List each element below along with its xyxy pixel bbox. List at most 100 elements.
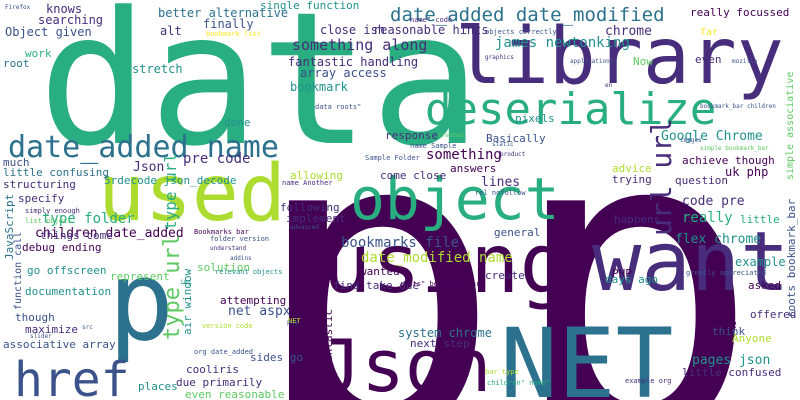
cloud-word: root [3, 57, 30, 70]
cloud-word: img [180, 279, 191, 286]
cloud-word: graphics [485, 54, 514, 61]
cloud-word: pixels [515, 112, 555, 125]
cloud-word: system chrome [398, 326, 492, 340]
cloud-word: roots" bookmark_bar" [400, 280, 485, 288]
cloud-word: better alternative [158, 6, 289, 20]
cloud-word: stretch [132, 62, 183, 76]
cloud-word: general [494, 226, 541, 239]
cloud-word: roots bookmark_bar [785, 198, 798, 318]
cloud-word: Now [633, 55, 653, 68]
cloud-word: data [38, 0, 482, 187]
cloud-word: PHP [612, 267, 632, 280]
cloud-word: Json [318, 324, 492, 400]
cloud-word: children" name" [487, 379, 551, 387]
cloud-word: want [592, 215, 790, 310]
cloud-word: name Another [282, 179, 333, 187]
cloud-word: bookmark_bar children [700, 103, 776, 110]
cloud-word: applications [570, 58, 614, 65]
cloud-word: type folder [42, 211, 135, 227]
cloud-word: knows [46, 2, 83, 16]
cloud-word: places [138, 380, 178, 393]
cloud-word: achieve though [682, 154, 775, 167]
cloud-word: library [455, 12, 784, 102]
cloud-word: represent [110, 270, 170, 283]
cloud-word: flex chrome [675, 232, 762, 247]
cloud-word: days ago [605, 273, 658, 286]
cloud-word: finally [203, 17, 254, 31]
cloud-word: example [735, 255, 786, 269]
cloud-word: folder version [210, 235, 270, 243]
cloud-word: png [287, 319, 298, 326]
cloud-word: searching [38, 13, 104, 27]
cloud-word: deserialize [425, 84, 717, 135]
cloud-word: fantastic handling [288, 55, 419, 69]
cloud-word: little confusing [3, 166, 109, 179]
cloud-word: structuring [3, 178, 76, 191]
cloud-word: reasonable hints [373, 23, 489, 37]
cloud-word: attempting [220, 294, 287, 307]
cloud-word: cooliris [186, 363, 239, 376]
cloud-word: work [25, 47, 52, 60]
cloud-word: Anyone [732, 332, 772, 345]
cloud-word: list object [25, 217, 72, 225]
cloud-word: NET [288, 317, 301, 325]
cloud-word: associative array [3, 338, 116, 351]
cloud-word: addins [230, 255, 252, 262]
cloud-word: trying [612, 173, 652, 186]
cloud-word: bookmark [290, 80, 348, 94]
cloud-word: org date_added [194, 348, 254, 356]
cloud-word: Firefox [5, 4, 31, 11]
cloud-word: static [492, 141, 514, 148]
cloud-word: Google Chrome [661, 129, 763, 144]
cloud-word: bar type [485, 368, 519, 376]
cloud-word: date_added name [8, 130, 279, 165]
cloud-word: close ish [320, 23, 386, 37]
cloud-word: uk php [725, 165, 769, 179]
cloud-word: href [14, 352, 130, 400]
cloud-word: images [680, 137, 702, 144]
cloud-word: NET [500, 308, 674, 400]
cloud-word: wanted [360, 265, 400, 278]
cloud-word: even reasonable [185, 388, 285, 400]
cloud-word: really focussed [690, 6, 790, 19]
cloud-word: even [695, 53, 722, 66]
cloud-word: net aspx [228, 304, 291, 319]
cloud-word: created [438, 132, 464, 139]
cloud-word: en [605, 82, 613, 89]
cloud-word: answers [450, 162, 497, 175]
cloud-word: object [350, 165, 560, 233]
cloud-word: far [700, 27, 719, 38]
cloud-word: array access [300, 66, 387, 80]
cloud-word: lines [481, 175, 521, 190]
cloud-word: response [385, 129, 438, 142]
cloud-word: really [682, 210, 733, 226]
cloud-word: greatly appreciated [686, 269, 767, 277]
cloud-word: question [675, 174, 728, 187]
cloud-word: advice [612, 162, 652, 175]
cloud-word: simple bookmark_bar [700, 145, 769, 152]
cloud-word: come close [380, 169, 447, 182]
cloud-word: much [3, 156, 30, 169]
cloud-word: bookmark list [206, 30, 261, 38]
cloud-word: src [82, 324, 93, 331]
cloud-word: data roots" [315, 103, 362, 111]
cloud-word: mozilla [732, 58, 758, 65]
cloud-word: children date_added [35, 226, 184, 241]
cloud-word: little [740, 213, 780, 226]
cloud-word: debug ending [22, 241, 102, 254]
cloud-word: allowing [290, 169, 343, 182]
cloud-word: using [322, 217, 569, 312]
cloud-word: 5rdecode json_decode [104, 174, 237, 187]
cloud-word: find take due [333, 279, 420, 292]
cloud-word: due primarily [176, 376, 263, 389]
cloud-word: Bookmarks bar [194, 228, 249, 236]
cloud-word: implement [286, 212, 346, 225]
cloud-word: pages json [692, 353, 771, 368]
cloud-word: chrome [605, 24, 652, 39]
cloud-word: p [108, 237, 175, 365]
cloud-word: something along [292, 36, 428, 54]
cloud-word: relevant objects [215, 268, 283, 276]
cloud-word: documentation [25, 285, 112, 298]
cloud-word: version code [202, 322, 253, 330]
cloud-word: used [98, 149, 286, 239]
